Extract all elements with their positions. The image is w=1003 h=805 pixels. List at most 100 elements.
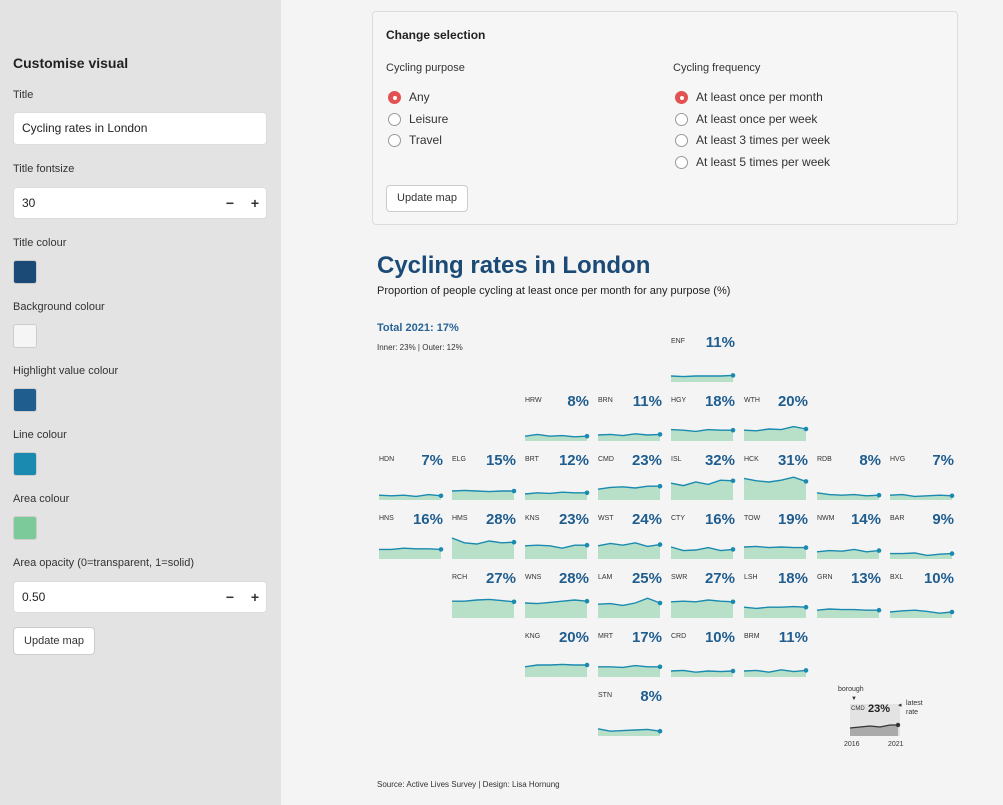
line-colour-swatch[interactable] xyxy=(13,452,37,476)
borough-code: BRT xyxy=(525,456,539,463)
sparkline-area xyxy=(671,600,733,618)
borough-code: NWM xyxy=(817,515,835,522)
sparkline-area xyxy=(525,600,587,618)
sparkline-line xyxy=(524,544,587,549)
borough-code: LAM xyxy=(598,574,613,581)
borough-tile-lam: LAM 25% xyxy=(597,570,663,626)
borough-tile-hdn: HDN 7% xyxy=(378,452,444,508)
sparkline-line xyxy=(670,599,734,603)
borough-rate: 24% xyxy=(631,511,662,528)
borough-tile-brm: BRM 11% xyxy=(743,629,809,685)
borough-sparkline xyxy=(816,492,882,500)
borough-tile-bar: BAR 9% xyxy=(890,511,955,567)
sparkline-latest-point xyxy=(730,478,736,484)
opacity-decrement-button[interactable]: − xyxy=(225,589,235,605)
inner-outer-rates: Inner: 23% | Outer: 12% xyxy=(377,343,463,352)
legend-arrow-icon: ▼ xyxy=(851,696,857,702)
sparkline-area xyxy=(598,433,660,441)
area-colour-swatch[interactable] xyxy=(13,516,37,540)
borough-rate: 10% xyxy=(923,570,954,587)
borough-rate: 28% xyxy=(485,511,516,528)
opacity-input[interactable]: 0.50 − + xyxy=(13,581,267,613)
borough-sparkline xyxy=(597,432,663,441)
borough-rate: 31% xyxy=(777,452,808,469)
borough-rate: 14% xyxy=(850,511,881,528)
borough-sparkline xyxy=(743,668,809,677)
radio-circle-icon xyxy=(675,155,688,169)
legend-start-year: 2016 xyxy=(844,741,860,748)
sparkline-line xyxy=(598,664,660,669)
borough-rate: 9% xyxy=(932,511,954,528)
borough-code: SWR xyxy=(671,574,688,581)
map-title: Cycling rates in London xyxy=(377,252,651,279)
sparkline-line xyxy=(889,493,953,498)
sparkline-latest-point xyxy=(438,493,444,499)
fontsize-decrement-button[interactable]: − xyxy=(225,195,235,211)
borough-sparkline xyxy=(378,493,444,500)
sparkline-area xyxy=(744,477,806,500)
borough-tile-cmd: CMD 23% xyxy=(597,452,663,508)
sparkline-area xyxy=(890,610,952,618)
sparkline-area xyxy=(525,664,587,677)
sparkline-latest-point xyxy=(511,599,517,605)
borough-code: WNS xyxy=(525,574,542,581)
sparkline-latest-point xyxy=(438,547,444,552)
sparkline-latest-point xyxy=(511,539,517,545)
borough-code: MRT xyxy=(598,633,614,640)
borough-sparkline xyxy=(816,607,882,618)
title-label: Title xyxy=(13,89,34,101)
source-note: Source: Active Lives Survey | Design: Li… xyxy=(377,780,560,789)
panel-update-map-button[interactable]: Update map xyxy=(386,185,468,212)
borough-rate: 11% xyxy=(705,334,735,351)
borough-tile-wst: WST 24% xyxy=(597,511,663,567)
background-colour-swatch[interactable] xyxy=(13,324,37,348)
sparkline-latest-point xyxy=(584,598,590,604)
sparkline-area xyxy=(452,599,514,618)
borough-code: HVG xyxy=(890,456,906,463)
borough-sparkline xyxy=(524,433,590,441)
borough-sparkline xyxy=(524,662,590,677)
title-colour-swatch[interactable] xyxy=(13,260,37,284)
highlight-colour-swatch[interactable] xyxy=(13,388,37,412)
borough-code: RCH xyxy=(452,574,468,581)
borough-sparkline xyxy=(890,551,955,559)
borough-sparkline xyxy=(451,488,517,500)
borough-rate: 28% xyxy=(558,570,589,587)
title-colour-label: Title colour xyxy=(13,237,67,249)
borough-code: CMD xyxy=(598,456,614,463)
borough-code: ENF xyxy=(671,338,685,345)
fontsize-label: Title fontsize xyxy=(13,163,75,175)
borough-rate: 17% xyxy=(631,629,662,646)
sparkline-line xyxy=(597,542,661,548)
sparkline-latest-point xyxy=(730,427,736,433)
radio-circle-icon xyxy=(675,91,688,104)
borough-rate: 8% xyxy=(859,452,881,469)
borough-tile-bxl: BXL 10% xyxy=(889,570,955,626)
fontsize-input[interactable]: 30 − + xyxy=(13,187,267,219)
sparkline-area xyxy=(525,492,587,500)
sparkline-line xyxy=(524,663,587,668)
borough-rate: 16% xyxy=(412,511,443,528)
borough-rate: 18% xyxy=(704,393,735,410)
borough-tile-kns: KNS 23% xyxy=(524,511,590,567)
sidebar-update-map-button[interactable]: Update map xyxy=(13,627,95,655)
borough-code: HGY xyxy=(671,397,687,404)
fontsize-increment-button[interactable]: + xyxy=(250,195,260,211)
borough-tile-hvg: HVG 7% xyxy=(889,452,955,508)
area-colour-label: Area colour xyxy=(13,493,70,505)
sparkline-line xyxy=(451,537,515,545)
sparkline-area xyxy=(525,434,587,441)
title-input[interactable]: Cycling rates in London xyxy=(13,112,267,145)
purpose-radio-label: Travel xyxy=(409,133,442,147)
borough-code: BXL xyxy=(890,574,904,581)
sparkline-latest-point xyxy=(657,432,663,437)
sparkline-line xyxy=(597,433,661,437)
borough-tile-cty: CTY 16% xyxy=(670,511,736,567)
borough-sparkline xyxy=(670,599,736,618)
borough-rate: 7% xyxy=(421,452,443,469)
sparkline-latest-point xyxy=(803,479,809,484)
opacity-increment-button[interactable]: + xyxy=(250,589,260,605)
sparkline-line xyxy=(378,493,442,498)
sparkline-area xyxy=(598,542,660,559)
borough-tile-tow: TOW 19% xyxy=(743,511,809,567)
